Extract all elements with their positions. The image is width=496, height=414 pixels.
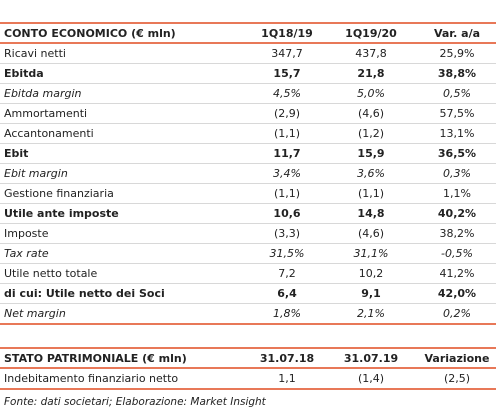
- table-cell: 1,8%: [238, 304, 322, 325]
- balance-table: STATO PATRIMONIALE (€ mln) 31.07.18 31.07.…: [0, 347, 496, 390]
- table-cell: 1Q18/19: [238, 22, 322, 44]
- table-cell: 36,5%: [406, 144, 496, 164]
- table-cell: 4,5%: [238, 84, 322, 104]
- table-row: Imposte (3,3) (4,6) 38,2%: [0, 224, 496, 244]
- table-cell: Variazione: [406, 347, 496, 369]
- table-cell: 42,0%: [406, 284, 496, 304]
- table-cell: 1,1: [238, 369, 322, 390]
- income-table: CONTO ECONOMICO (€ mln) 1Q18/19 1Q19/20 Var…: [0, 22, 496, 325]
- table-cell: (2,9): [238, 104, 322, 124]
- table-cell: Imposte: [0, 224, 238, 244]
- table-cell: 38,8%: [406, 64, 496, 84]
- table-cell: 10,6: [238, 204, 322, 224]
- table-cell: 15,9: [322, 144, 406, 164]
- table-cell: 1,1%: [406, 184, 496, 204]
- table-cell: Ammortamenti: [0, 104, 238, 124]
- table-cell: 347,7: [238, 44, 322, 64]
- table-cell: 3,4%: [238, 164, 322, 184]
- table-cell: Ebit margin: [0, 164, 238, 184]
- table-cell: STATO PATRIMONIALE (€ mln): [0, 347, 238, 369]
- table-cell: 3,6%: [322, 164, 406, 184]
- table-cell: Gestione finanziaria: [0, 184, 238, 204]
- table-row: Net margin 1,8% 2,1% 0,2%: [0, 304, 496, 325]
- table-row: Ebitda 15,7 21,8 38,8%: [0, 64, 496, 84]
- table-cell: Var. a/a: [406, 22, 496, 44]
- table-cell: Accantonamenti: [0, 124, 238, 144]
- table-cell: 57,5%: [406, 104, 496, 124]
- table-row: Ebit 11,7 15,9 36,5%: [0, 144, 496, 164]
- table-cell: (1,4): [322, 369, 406, 390]
- table-cell: 14,8: [322, 204, 406, 224]
- table-row: Ricavi netti 347,7 437,8 25,9%: [0, 44, 496, 64]
- table-cell: (1,1): [238, 124, 322, 144]
- table-cell: 7,2: [238, 264, 322, 284]
- table-cell: (4,6): [322, 104, 406, 124]
- table-row: Tax rate 31,5% 31,1% -0,5%: [0, 244, 496, 264]
- table-cell: 437,8: [322, 44, 406, 64]
- table-cell: Net margin: [0, 304, 238, 325]
- table-cell: CONTO ECONOMICO (€ mln): [0, 22, 238, 44]
- table-cell: Ricavi netti: [0, 44, 238, 64]
- table-cell: (2,5): [406, 369, 496, 390]
- table-cell: (1,1): [238, 184, 322, 204]
- table-cell: Ebit: [0, 144, 238, 164]
- table-cell: 31,1%: [322, 244, 406, 264]
- table-row: Accantonamenti (1,1) (1,2) 13,1%: [0, 124, 496, 144]
- table-cell: 0,5%: [406, 84, 496, 104]
- table-cell: -0,5%: [406, 244, 496, 264]
- table-cell: (4,6): [322, 224, 406, 244]
- table-row: Utile netto totale 7,2 10,2 41,2%: [0, 264, 496, 284]
- table-cell: 11,7: [238, 144, 322, 164]
- table-cell: 40,2%: [406, 204, 496, 224]
- table-cell: di cui: Utile netto dei Soci: [0, 284, 238, 304]
- table-row: Ebit margin 3,4% 3,6% 0,3%: [0, 164, 496, 184]
- table-cell: 21,8: [322, 64, 406, 84]
- table-cell: 38,2%: [406, 224, 496, 244]
- table-row: Utile ante imposte 10,6 14,8 40,2%: [0, 204, 496, 224]
- table-cell: Utile ante imposte: [0, 204, 238, 224]
- table-cell: 13,1%: [406, 124, 496, 144]
- table-cell: Utile netto totale: [0, 264, 238, 284]
- table-cell: 0,2%: [406, 304, 496, 325]
- table-row: Ebitda margin 4,5% 5,0% 0,5%: [0, 84, 496, 104]
- table-cell: 6,4: [238, 284, 322, 304]
- table-row: STATO PATRIMONIALE (€ mln) 31.07.18 31.07.…: [0, 347, 496, 369]
- table-cell: 31.07.18: [238, 347, 322, 369]
- table-row: CONTO ECONOMICO (€ mln) 1Q18/19 1Q19/20 Var…: [0, 22, 496, 44]
- table-cell: Ebitda margin: [0, 84, 238, 104]
- table-cell: 41,2%: [406, 264, 496, 284]
- table-cell: 31,5%: [238, 244, 322, 264]
- table-row: Ammortamenti (2,9) (4,6) 57,5%: [0, 104, 496, 124]
- table-cell: (1,1): [322, 184, 406, 204]
- table-cell: (1,2): [322, 124, 406, 144]
- table-cell: 9,1: [322, 284, 406, 304]
- table-cell: 10,2: [322, 264, 406, 284]
- table-cell: 31.07.19: [322, 347, 406, 369]
- table-cell: (3,3): [238, 224, 322, 244]
- table-cell: Tax rate: [0, 244, 238, 264]
- table-row: Indebitamento finanziario netto 1,1 (1,4)(…: [0, 369, 496, 390]
- source-note: Fonte: dati societari; Elaborazione: Mar…: [4, 396, 266, 408]
- table-cell: Indebitamento finanziario netto: [0, 369, 238, 390]
- table-row: Gestione finanziaria (1,1) (1,1) 1,1%: [0, 184, 496, 204]
- table-cell: 2,1%: [322, 304, 406, 325]
- table-cell: 0,3%: [406, 164, 496, 184]
- table-cell: 1Q19/20: [322, 22, 406, 44]
- table-cell: 5,0%: [322, 84, 406, 104]
- table-row: di cui: Utile netto dei Soci 6,4 9,1 42,0%: [0, 284, 496, 304]
- table-cell: Ebitda: [0, 64, 238, 84]
- table-cell: 15,7: [238, 64, 322, 84]
- table-cell: 25,9%: [406, 44, 496, 64]
